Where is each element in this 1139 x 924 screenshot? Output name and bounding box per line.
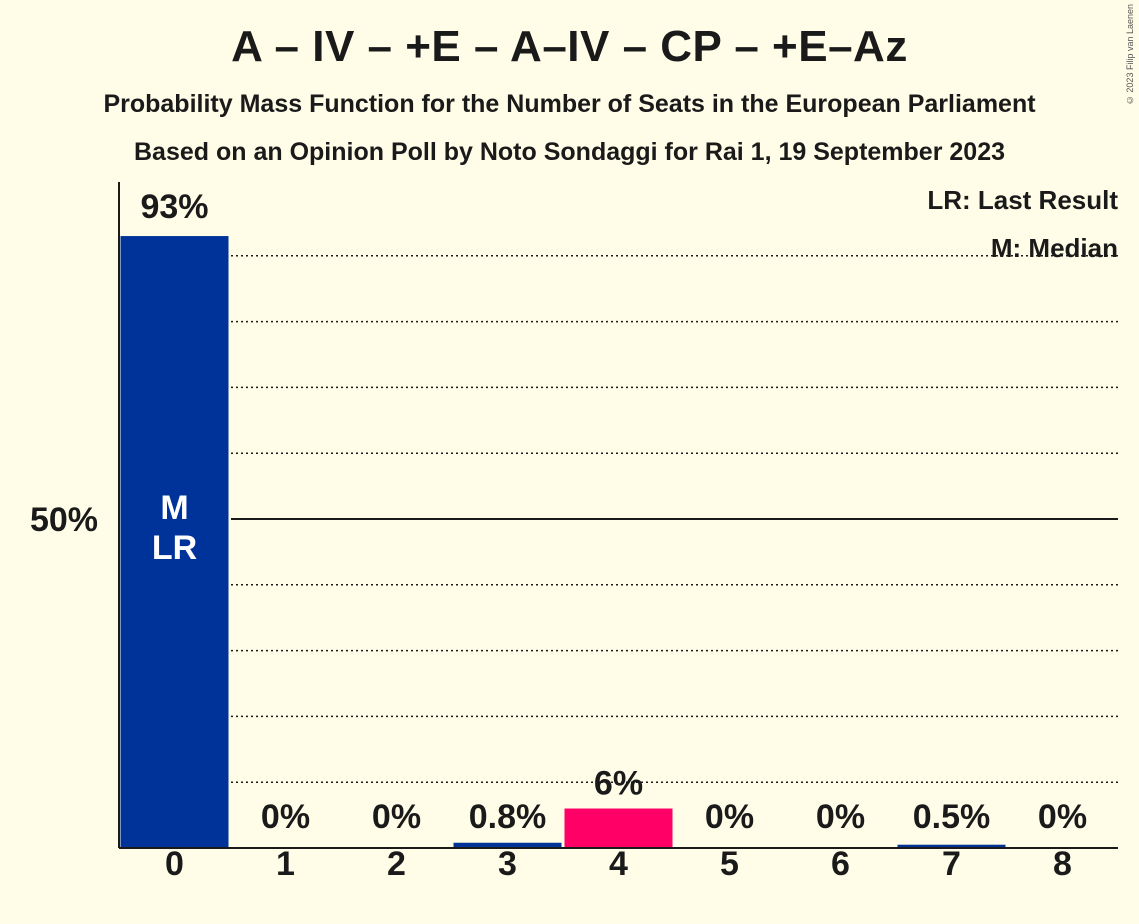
bar	[897, 844, 1006, 848]
bar-value-label: 0%	[816, 798, 865, 836]
x-tick-label: 8	[1053, 845, 1072, 883]
x-tick-label: 7	[942, 845, 961, 883]
y-tick-label: 50%	[30, 501, 98, 539]
x-tick-label: 4	[609, 845, 628, 883]
bar-value-label: 0%	[705, 798, 754, 836]
chart-title: A – IV – +E – A–IV – CP – +E–Az	[231, 22, 908, 71]
bar-value-label: 0%	[1038, 798, 1087, 836]
x-tick-label: 3	[498, 845, 517, 883]
bar	[564, 808, 673, 848]
median-marker: M	[160, 489, 188, 527]
legend-last-result: LR: Last Result	[927, 185, 1118, 215]
last-result-marker: LR	[152, 529, 197, 567]
x-tick-label: 1	[276, 845, 295, 883]
x-tick-label: 6	[831, 845, 850, 883]
bar	[120, 236, 229, 848]
chart-subtitle: Probability Mass Function for the Number…	[103, 90, 1036, 118]
bar-value-label: 93%	[140, 188, 208, 226]
x-tick-label: 5	[720, 845, 739, 883]
bar-value-label: 0%	[372, 798, 421, 836]
bar-value-label: 0.5%	[913, 798, 991, 836]
bar-value-label: 0.8%	[469, 798, 547, 836]
bar-value-label: 0%	[261, 798, 310, 836]
x-tick-label: 0	[165, 845, 184, 883]
legend-median: M: Median	[991, 233, 1118, 263]
bar-value-label: 6%	[594, 765, 643, 803]
x-tick-label: 2	[387, 845, 406, 883]
chart-source-line: Based on an Opinion Poll by Noto Sondagg…	[134, 138, 1005, 166]
bar	[453, 842, 562, 848]
